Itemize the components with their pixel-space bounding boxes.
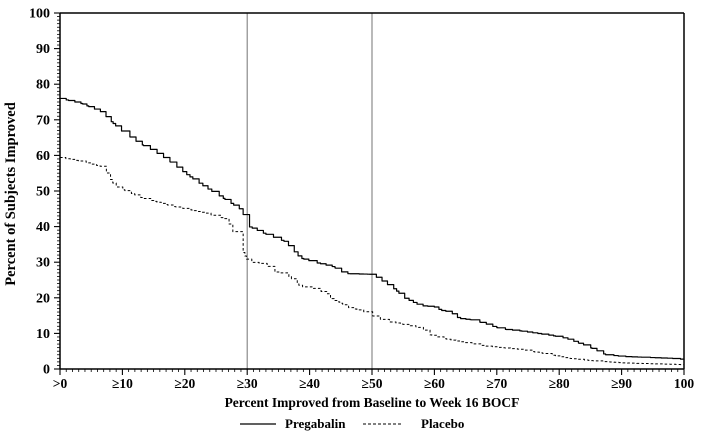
svg-text:≥30: ≥30 [237,376,258,391]
svg-text:≥60: ≥60 [424,376,445,391]
svg-text:40: 40 [36,220,50,235]
svg-text:≥80: ≥80 [549,376,570,391]
svg-text:≥50: ≥50 [362,376,383,391]
svg-text:50: 50 [36,185,50,200]
svg-text:30: 30 [36,256,50,271]
svg-text:≥90: ≥90 [611,376,632,391]
svg-text:100: 100 [29,7,50,22]
svg-text:≥10: ≥10 [112,376,133,391]
svg-text:≥20: ≥20 [174,376,195,391]
svg-text:Percent Improved from Baseline: Percent Improved from Baseline to Week 1… [225,395,520,410]
svg-text:80: 80 [36,78,50,93]
svg-text:10: 10 [36,327,50,342]
svg-text:20: 20 [36,291,50,306]
svg-text:≥70: ≥70 [486,376,507,391]
svg-text:≥40: ≥40 [299,376,320,391]
svg-text:0: 0 [43,363,50,378]
svg-text:90: 90 [36,42,50,57]
svg-text:100: 100 [674,376,695,391]
svg-text:70: 70 [36,113,50,128]
svg-text:Placebo: Placebo [421,416,464,431]
svg-text:>0: >0 [53,376,68,391]
svg-text:Percent of Subjects Improved: Percent of Subjects Improved [3,102,19,286]
svg-text:Pregabalin: Pregabalin [285,416,346,431]
svg-text:60: 60 [36,149,50,164]
